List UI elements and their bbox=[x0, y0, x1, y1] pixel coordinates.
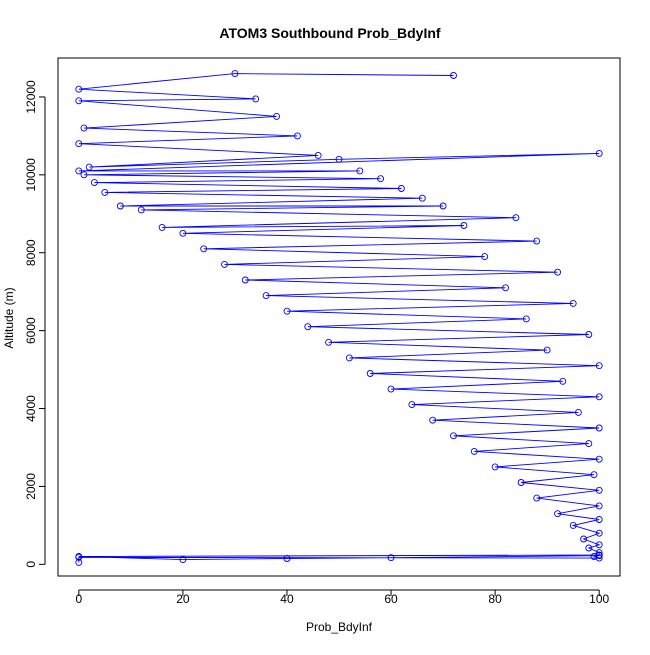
y-tick-label: 10000 bbox=[24, 158, 38, 192]
data-point bbox=[283, 555, 291, 562]
data-point bbox=[377, 175, 385, 183]
y-tick-label: 8000 bbox=[24, 239, 38, 266]
series-line bbox=[78, 73, 601, 563]
data-point bbox=[80, 124, 88, 132]
data-point bbox=[595, 541, 603, 549]
data-point bbox=[283, 307, 291, 315]
data-point bbox=[590, 471, 598, 479]
data-point bbox=[335, 155, 343, 163]
data-point bbox=[314, 151, 322, 159]
data-point bbox=[595, 549, 603, 557]
axes: 0 20 40 60 80 100 0 2000 4000 6000 8000 10000 12000 bbox=[24, 80, 610, 606]
data-point bbox=[595, 551, 603, 559]
x-tick-label: 0 bbox=[75, 592, 82, 606]
data-point bbox=[580, 535, 588, 543]
data-point bbox=[491, 463, 499, 471]
data-point bbox=[595, 486, 603, 494]
data-point bbox=[595, 502, 603, 510]
data-point bbox=[241, 276, 249, 284]
data-point bbox=[533, 494, 541, 502]
chart-title: ATOM3 Southbound Prob_BdyInf bbox=[219, 25, 440, 41]
data-point bbox=[273, 112, 281, 120]
data-point bbox=[85, 163, 93, 171]
data-point bbox=[450, 72, 457, 79]
data-point bbox=[397, 185, 405, 192]
x-tick-label: 20 bbox=[176, 592, 190, 606]
data-point bbox=[75, 140, 83, 148]
data-point bbox=[569, 521, 577, 529]
data-point bbox=[554, 510, 562, 518]
data-point bbox=[450, 432, 457, 440]
data-point bbox=[595, 529, 603, 537]
data-point bbox=[293, 132, 301, 140]
x-tick-label: 60 bbox=[384, 592, 398, 606]
data-point bbox=[554, 268, 562, 276]
data-layer bbox=[75, 70, 603, 566]
x-tick-label: 100 bbox=[589, 592, 609, 606]
data-point bbox=[366, 370, 374, 377]
data-point bbox=[75, 167, 83, 175]
data-point bbox=[387, 554, 395, 562]
data-point bbox=[137, 206, 145, 214]
data-point bbox=[470, 447, 478, 455]
data-point bbox=[585, 331, 593, 338]
data-point bbox=[75, 97, 83, 105]
data-point bbox=[439, 202, 447, 210]
data-point bbox=[585, 440, 593, 448]
y-tick-label: 0 bbox=[24, 561, 38, 568]
data-point bbox=[595, 393, 603, 401]
data-point bbox=[356, 167, 364, 175]
data-point bbox=[543, 346, 551, 354]
data-point bbox=[481, 253, 489, 261]
data-point bbox=[595, 424, 603, 432]
data-point bbox=[559, 377, 567, 385]
data-point bbox=[158, 223, 166, 231]
x-tick-label: 40 bbox=[280, 592, 294, 606]
x-tick-label: 80 bbox=[488, 592, 502, 606]
y-tick-label: 2000 bbox=[24, 473, 38, 500]
data-point bbox=[595, 516, 603, 523]
data-point bbox=[262, 292, 270, 300]
y-tick-label: 4000 bbox=[24, 395, 38, 422]
data-point bbox=[595, 149, 603, 157]
data-point bbox=[517, 479, 525, 486]
data-point bbox=[533, 237, 541, 245]
y-tick-label: 12000 bbox=[24, 80, 38, 114]
data-point bbox=[590, 553, 598, 560]
data-point bbox=[522, 315, 530, 323]
data-point bbox=[221, 260, 228, 268]
data-point bbox=[574, 408, 582, 416]
data-point bbox=[231, 70, 239, 78]
data-point bbox=[502, 284, 509, 292]
data-point bbox=[408, 401, 416, 409]
data-point bbox=[512, 214, 520, 222]
data-point bbox=[75, 85, 83, 93]
data-point bbox=[200, 245, 208, 253]
data-point bbox=[75, 553, 83, 560]
data-point bbox=[179, 556, 187, 564]
data-point bbox=[179, 229, 187, 237]
data-point bbox=[101, 188, 109, 196]
data-point bbox=[387, 385, 395, 393]
data-point bbox=[325, 338, 333, 346]
data-point bbox=[429, 416, 437, 424]
data-point bbox=[304, 323, 312, 331]
data-point bbox=[80, 171, 88, 179]
data-point bbox=[595, 362, 603, 370]
data-point bbox=[90, 179, 98, 187]
data-point bbox=[595, 455, 603, 463]
y-tick-label: 6000 bbox=[24, 317, 38, 344]
x-axis-label: Prob_BdyInf bbox=[306, 620, 373, 634]
data-point bbox=[460, 222, 468, 229]
data-point bbox=[345, 354, 353, 362]
plot-frame bbox=[57, 57, 621, 577]
data-point bbox=[569, 299, 577, 307]
data-point bbox=[116, 202, 124, 210]
data-point bbox=[252, 95, 260, 103]
data-point bbox=[585, 544, 593, 552]
y-axis-label: Altitude (m) bbox=[2, 287, 16, 348]
data-point bbox=[418, 194, 426, 202]
